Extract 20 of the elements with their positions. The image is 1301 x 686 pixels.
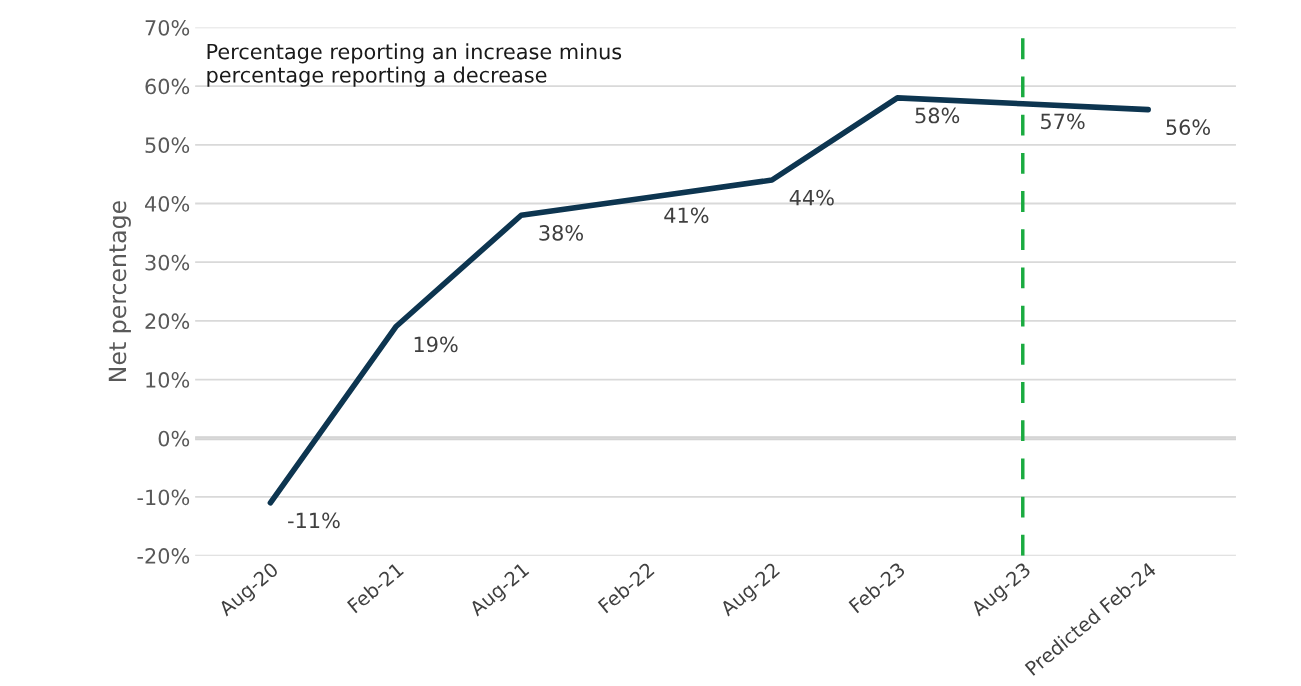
data-label: 57%	[1041, 113, 1085, 130]
y-tick-label: -10%	[137, 489, 190, 506]
y-tick-label: 30%	[145, 254, 190, 271]
annotation: Percentage reporting an increase minus percentage reporting a decrease	[207, 43, 622, 87]
data-label: 58%	[915, 107, 960, 124]
data-label: 56%	[1166, 119, 1210, 136]
y-tick-label: 70%	[145, 19, 190, 36]
y-tick-label: 20%	[145, 313, 190, 330]
y-tick-label: -20%	[137, 548, 190, 564]
data-label: 41%	[664, 207, 709, 224]
y-axis-title: Net percentage	[108, 201, 131, 381]
data-label: -11%	[288, 512, 340, 529]
y-tick-label: 40%	[145, 195, 190, 212]
data-label: 19%	[414, 336, 458, 353]
data-label: 38%	[539, 224, 584, 241]
y-tick-label: 60%	[145, 78, 190, 95]
y-tick-label: 50%	[145, 137, 190, 154]
y-tick-label: 10%	[146, 372, 190, 388]
data-label: 44%	[789, 189, 834, 206]
y-tick-label: 0%	[158, 430, 190, 447]
